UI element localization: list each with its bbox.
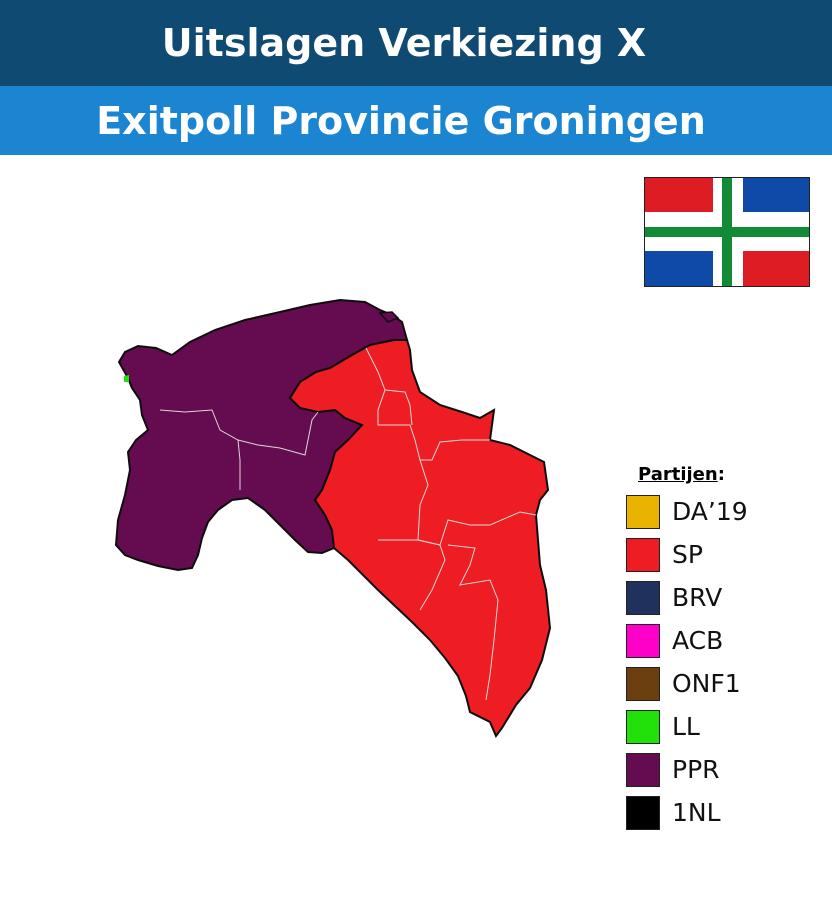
legend-item-acb: ACB	[626, 619, 826, 662]
legend-title-text: Partijen	[638, 464, 718, 485]
legend-swatch-ll	[626, 709, 660, 744]
legend-label-ppr: PPR	[672, 755, 720, 784]
legend-item-da19: DA’19	[626, 490, 826, 533]
legend-label-brv: BRV	[672, 583, 723, 612]
page-subtitle: Exitpoll Provincie Groningen	[96, 98, 706, 143]
legend-item-brv: BRV	[626, 576, 826, 619]
border-west-2	[237, 439, 241, 490]
legend-item-ll: LL	[626, 705, 826, 748]
border-east-4	[378, 539, 446, 611]
flag-quadrant-top-left-red	[645, 178, 713, 212]
border-east-3	[417, 459, 537, 546]
groningen-flag	[644, 177, 810, 287]
municipality-borders	[159, 347, 537, 701]
flag-quadrant-top-right-blue	[743, 178, 809, 212]
legend-label-onf1: ONF1	[672, 669, 741, 698]
legend-title: Partijen:	[638, 460, 826, 490]
flag-border	[644, 177, 810, 287]
legend-swatch-sp	[626, 537, 660, 572]
title-bar: Uitslagen Verkiezing X	[0, 0, 832, 86]
subtitle-bar: Exitpoll Provincie Groningen	[0, 86, 832, 155]
border-east-2	[384, 389, 413, 426]
flag-quadrant-bottom-left-blue	[645, 251, 713, 286]
legend-item-sp: SP	[626, 533, 826, 576]
border-west-1	[159, 409, 319, 456]
legend-label-acb: ACB	[672, 626, 724, 655]
legend-label-1nl: 1NL	[672, 798, 721, 827]
map-coast-speck	[124, 375, 129, 382]
legend-swatch-1nl	[626, 795, 660, 830]
legend-swatch-onf1	[626, 666, 660, 701]
legend-swatch-acb	[626, 623, 660, 658]
province-map	[114, 298, 552, 738]
legend-item-1nl: 1NL	[626, 791, 826, 834]
flag-cross-horizontal	[644, 227, 810, 237]
border-east-1	[365, 347, 490, 461]
page-title: Uitslagen Verkiezing X	[161, 21, 647, 65]
legend-label-sp: SP	[672, 540, 703, 569]
legend-item-ppr: PPR	[626, 748, 826, 791]
border-east-5	[447, 544, 499, 701]
map-region-east	[288, 339, 552, 738]
legend-title-colon: :	[717, 464, 725, 485]
legend-item-onf1: ONF1	[626, 662, 826, 705]
flag-quadrant-bottom-right-red	[743, 251, 809, 286]
legend-swatch-da19	[626, 494, 660, 529]
legend: Partijen: DA’19 SP BRV ACB ONF1 LL PPR 1…	[626, 460, 826, 834]
legend-label-da19: DA’19	[672, 497, 748, 526]
legend-swatch-ppr	[626, 752, 660, 787]
map-island-rottumeroog	[378, 311, 400, 323]
legend-label-ll: LL	[672, 712, 700, 741]
legend-swatch-brv	[626, 580, 660, 615]
